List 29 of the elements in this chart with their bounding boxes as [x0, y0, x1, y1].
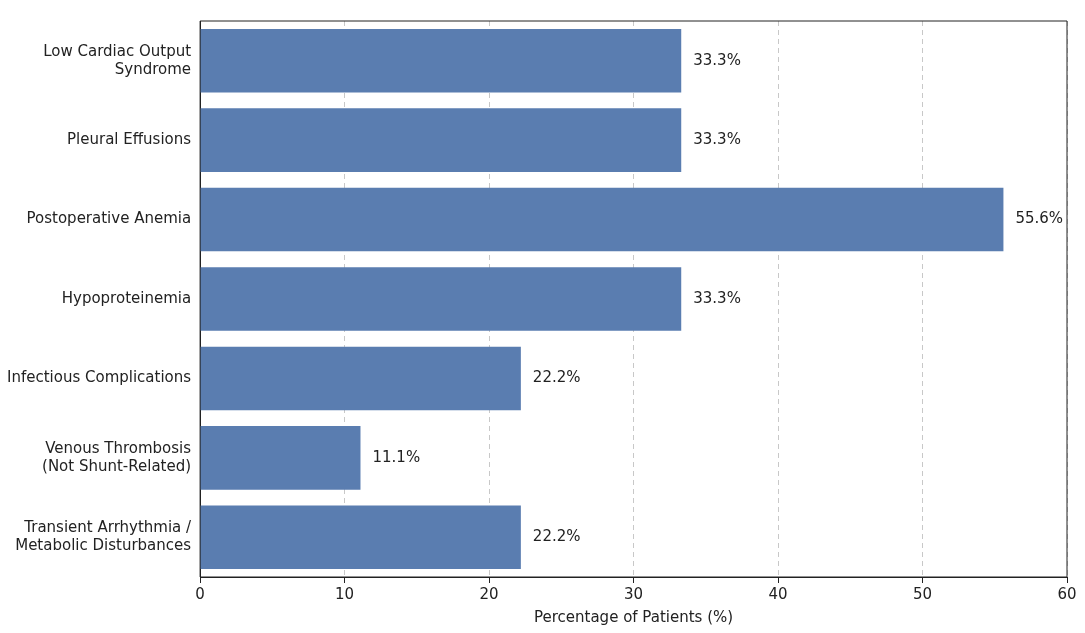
x-axis-title: Percentage of Patients (%) — [533, 607, 734, 626]
bar — [200, 346, 521, 411]
x-tick-label: 60 — [1057, 584, 1077, 603]
y-tick-label: Transient Arrhythmia / Metabolic Disturbances — [15, 518, 193, 555]
data-label: 11.1% — [372, 447, 421, 466]
bar — [200, 108, 682, 172]
data-label: 33.3% — [693, 50, 741, 69]
bar — [200, 267, 682, 331]
x-tick-label: 0 — [195, 584, 205, 603]
y-tick-label: Pleural Effusions — [67, 130, 192, 149]
x-tick-label: 10 — [335, 584, 355, 603]
x-tick-label: 20 — [479, 584, 499, 603]
y-tick-label: Low Cardiac Output Syndrome — [43, 41, 192, 78]
data-label: 22.2% — [532, 368, 581, 387]
y-tick-label: Infectious Complications — [7, 368, 192, 387]
x-tick-label: 50 — [912, 584, 933, 603]
data-label: 33.3% — [693, 288, 741, 307]
x-tick-label: 30 — [624, 584, 644, 603]
bar — [200, 187, 1004, 252]
bar — [200, 426, 361, 490]
x-tick-label: 40 — [768, 584, 788, 603]
data-label: 55.6% — [1015, 209, 1064, 228]
data-label: 22.2% — [532, 527, 581, 546]
y-tick-label: Venous Thrombosis (Not Shunt-Related) — [42, 438, 192, 475]
bar — [200, 505, 521, 570]
y-tick-label: Postoperative Anemia — [26, 209, 192, 228]
bar — [200, 28, 682, 93]
y-tick-label: Hypoproteinemia — [61, 288, 192, 307]
data-label: 33.3% — [693, 130, 741, 149]
